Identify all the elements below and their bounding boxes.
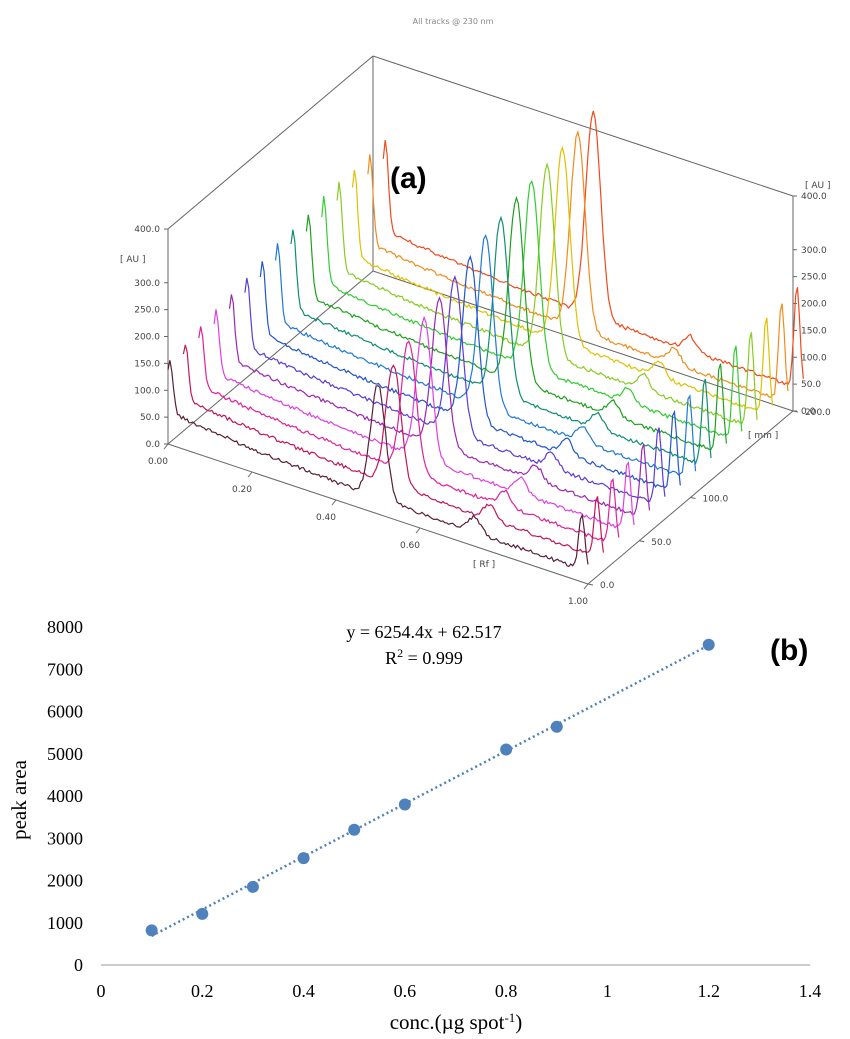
- mm-tick: [639, 540, 645, 543]
- x-tick-label: 0.6: [394, 981, 417, 1001]
- r-squared: R2 = 0.999: [385, 646, 463, 668]
- data-point: [297, 852, 310, 865]
- data-point: [145, 924, 158, 937]
- rf-tick-label: 0.40: [316, 513, 336, 523]
- track-line: [167, 360, 589, 568]
- track-line: [275, 234, 697, 476]
- y-tick-label: 2000: [47, 871, 83, 891]
- au-tick-label-right: 100.0: [801, 353, 827, 363]
- au-tick-label-left: 150.0: [134, 359, 160, 369]
- data-point: [246, 880, 259, 893]
- x-tick-label: 0: [97, 981, 106, 1001]
- x-tick-label: 0.2: [191, 981, 214, 1001]
- panel-b-label: (b): [770, 634, 808, 667]
- x-tick-label: 0.8: [495, 981, 518, 1001]
- au-tick-label-left: 250.0: [134, 306, 160, 316]
- data-point: [348, 823, 361, 836]
- au-tick-label-left: 0.0: [146, 440, 161, 450]
- data-point: [500, 743, 513, 756]
- track-line: [367, 129, 789, 398]
- axis-top-left: [167, 55, 374, 230]
- rf-tick-label: 1.00: [568, 597, 588, 607]
- y-tick-label: 5000: [47, 744, 83, 764]
- au-tick-label-left: 300.0: [134, 279, 160, 289]
- au-tick-label-left: 200.0: [134, 333, 160, 343]
- track-line: [305, 195, 727, 451]
- chart-b-xlabel: conc.(µg spot-1): [390, 1010, 523, 1035]
- track-line: [336, 161, 758, 425]
- au-tick-label-right: 200.0: [801, 300, 827, 310]
- au-tick-label-left: 100.0: [134, 386, 160, 396]
- chart-a-ylabel-right: [ AU ]: [805, 181, 831, 191]
- au-tick-label-right: 300.0: [801, 246, 827, 256]
- rf-tick-label: 0.20: [232, 485, 252, 495]
- track-line: [244, 275, 666, 502]
- au-tick-label-right: 400.0: [801, 192, 827, 202]
- densitogram-3d: 0.0 50.0 100.0 150.0 200.0 250.0 300.0 400.0 0.0…: [134, 55, 831, 607]
- trendline-equation: y = 6254.4x + 62.517: [346, 622, 501, 642]
- mm-tick: [792, 410, 799, 413]
- y-tick-label: 0: [74, 955, 83, 975]
- rf-tick: [247, 471, 253, 478]
- track-line: [182, 344, 604, 553]
- chart-a-title: All tracks @ 230 nm: [413, 17, 494, 26]
- track-line: [290, 215, 712, 465]
- au-tick-label-right: 150.0: [801, 326, 827, 336]
- chart-a-ylabel-left: [ AU ]: [120, 255, 146, 265]
- au-tick-label-right: 0.0: [801, 407, 816, 417]
- rf-tick: [583, 583, 589, 590]
- chart-a-xlabel: [ Rf ]: [473, 560, 495, 570]
- au-tick-label-right: 50.0: [801, 380, 821, 390]
- track-line: [213, 309, 635, 529]
- au-tick-label-left: 50.0: [140, 413, 160, 423]
- panel-a-label: (a): [390, 162, 427, 195]
- data-point: [702, 638, 715, 651]
- x-tick-label: 1: [603, 981, 612, 1001]
- rf-tick: [163, 443, 169, 450]
- mm-tick-label: 0.0: [600, 581, 615, 591]
- rf-tick-label: 0.00: [148, 457, 168, 467]
- chart-b-ylabel: peak area: [7, 759, 31, 840]
- rf-tick: [415, 527, 421, 534]
- track-line: [259, 254, 681, 489]
- rf-tick-label: 0.60: [400, 541, 420, 551]
- mm-tick: [587, 583, 594, 586]
- y-tick-label: 1000: [47, 913, 83, 933]
- x-tick-label: 1.4: [799, 981, 822, 1001]
- rf-tick: [331, 499, 337, 506]
- track-line: [228, 294, 651, 515]
- y-tick-label: 4000: [47, 786, 83, 806]
- track-line: [321, 179, 743, 437]
- mm-tick-label: 200.0: [805, 408, 831, 418]
- x-tick-label: 0.4: [292, 981, 315, 1001]
- mm-tick: [690, 497, 696, 499]
- data-point: [196, 907, 209, 920]
- track-line: [198, 326, 620, 542]
- y-tick-label: 7000: [47, 659, 83, 679]
- trendline: [151, 644, 710, 938]
- axis-rf: [167, 443, 589, 585]
- mm-tick-label: 50.0: [651, 538, 671, 548]
- axis-back-floor: [167, 270, 374, 445]
- data-point: [398, 798, 411, 811]
- x-tick-label: 1.2: [697, 981, 720, 1001]
- au-tick-label-right: 250.0: [801, 273, 827, 283]
- y-tick-label: 6000: [47, 702, 83, 722]
- calibration-plot: 0 0.2 0.4 0.6 0.8 1 1.2 1.4 0 1000 2000 3000 4000 500…: [47, 617, 821, 1001]
- axis-top-back: [372, 55, 794, 197]
- mm-tick-label: 100.0: [703, 495, 729, 505]
- y-tick-label: 8000: [47, 617, 83, 637]
- au-tick-label-left: 400.0: [134, 225, 160, 235]
- y-tick-label: 3000: [47, 828, 83, 848]
- data-point: [550, 720, 563, 733]
